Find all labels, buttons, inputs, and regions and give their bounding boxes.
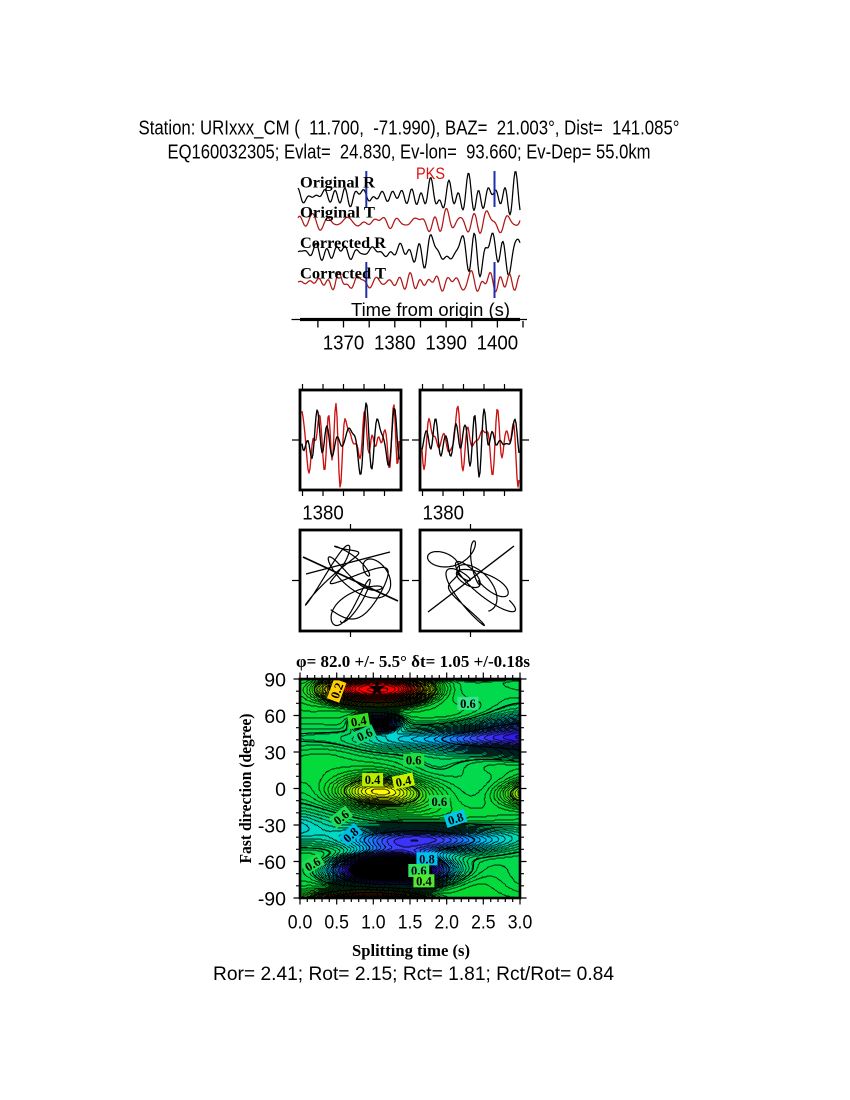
- svg-text:φ= 82.0 +/- 5.5° δt= 1.05 +/-0: φ= 82.0 +/- 5.5° δt= 1.05 +/-0.18s: [296, 652, 530, 671]
- svg-text:0.4: 0.4: [394, 773, 413, 790]
- svg-text:PKS: PKS: [416, 165, 445, 183]
- svg-text:1380: 1380: [302, 502, 344, 524]
- svg-text:1400: 1400: [477, 332, 519, 354]
- svg-text:1.5: 1.5: [398, 912, 423, 934]
- svg-text:1390: 1390: [425, 332, 467, 354]
- svg-text:Original T: Original T: [300, 205, 375, 222]
- svg-text:1380: 1380: [374, 332, 416, 354]
- svg-text:0: 0: [275, 779, 286, 801]
- svg-text:1380: 1380: [423, 502, 465, 524]
- svg-text:-90: -90: [258, 889, 286, 911]
- svg-text:60: 60: [264, 706, 286, 728]
- svg-text:0.4: 0.4: [365, 773, 381, 787]
- svg-text:Corrected R: Corrected R: [300, 235, 386, 252]
- svg-text:2.5: 2.5: [471, 912, 496, 934]
- svg-text:1370: 1370: [323, 332, 365, 354]
- svg-text:0.4: 0.4: [350, 713, 369, 730]
- svg-text:Fast direction (degree): Fast direction (degree): [236, 714, 255, 864]
- svg-text:Original R: Original R: [300, 175, 375, 192]
- svg-text:0.6: 0.6: [406, 753, 422, 767]
- svg-text:0.0: 0.0: [288, 912, 313, 934]
- svg-text:Time from origin (s): Time from origin (s): [351, 300, 510, 320]
- svg-text:90: 90: [264, 670, 286, 692]
- svg-text:0.6: 0.6: [431, 795, 447, 809]
- svg-text:30: 30: [264, 743, 286, 765]
- svg-text:0.6: 0.6: [460, 697, 476, 711]
- svg-text:0.5: 0.5: [324, 912, 349, 934]
- svg-text:2.0: 2.0: [434, 912, 459, 934]
- svg-text:-60: -60: [258, 852, 286, 874]
- svg-text:3.0: 3.0: [508, 912, 533, 934]
- svg-text:0.6: 0.6: [355, 725, 375, 744]
- svg-text:1.0: 1.0: [361, 912, 386, 934]
- svg-text:0.8: 0.8: [419, 852, 435, 866]
- svg-text:Splitting time (s): Splitting time (s): [352, 941, 470, 960]
- svg-text:Corrected T: Corrected T: [300, 266, 386, 283]
- svg-text:EQ160032305; Evlat= 24.830, E: EQ160032305; Evlat= 24.830, Ev-lon= 93.6…: [168, 141, 651, 163]
- svg-text:0.8: 0.8: [446, 810, 465, 828]
- svg-text:Ror= 2.41; Rot= 2.15; Rct= 1.8: Ror= 2.41; Rot= 2.15; Rct= 1.81; Rct/Rot…: [213, 964, 614, 985]
- svg-text:0.2: 0.2: [328, 681, 346, 700]
- svg-text:-30: -30: [258, 816, 286, 838]
- svg-text:0.6: 0.6: [302, 854, 323, 874]
- svg-text:Station: URIxxx_CM ( 11.700,: Station: URIxxx_CM ( 11.700, -71.990), B…: [139, 118, 680, 140]
- svg-text:0.4: 0.4: [416, 874, 432, 888]
